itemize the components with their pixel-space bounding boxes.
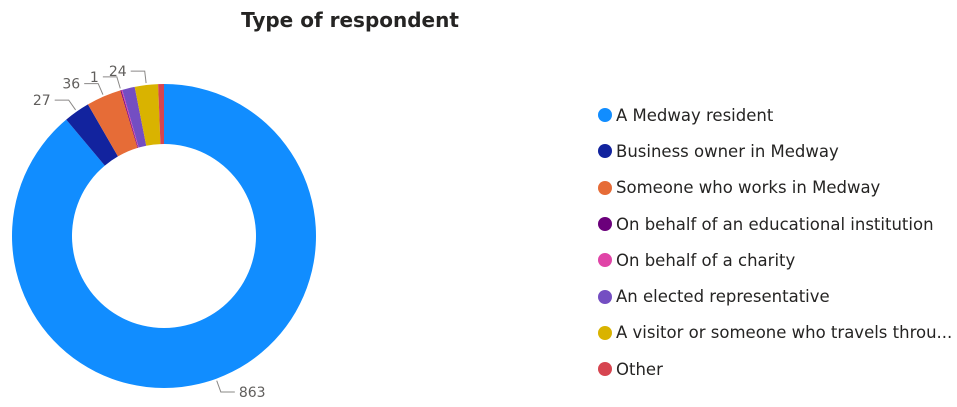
legend-label: An elected representative [616,287,830,307]
legend-label: On behalf of a charity [616,250,796,270]
legend-item-other[interactable]: Other [598,351,952,387]
legend-swatch [598,108,612,123]
legend-swatch [598,362,612,377]
slice-on-behalf-of-a-charity[interactable] [121,89,139,148]
leader-line-on-behalf-of-an-educational-institution [102,76,121,89]
legend-swatch [598,144,612,159]
legend-swatch [598,180,612,195]
legend-swatch [598,289,612,304]
data-label-a-visitor-or-someone-who-travels-throu: 24 [109,64,127,80]
legend-label: Someone who works in Medway [616,178,881,198]
slice-other[interactable] [158,84,164,145]
leader-line-someone-who-works-in-medway [84,83,104,95]
data-label-someone-who-works-in-medway: 36 [62,77,80,93]
legend-label: On behalf of an educational institution [616,214,934,234]
slice-someone-who-works-in-medway[interactable] [87,90,138,157]
slice-a-visitor-or-someone-who-travels-throu[interactable] [134,84,161,146]
legend-item-an-elected-representative[interactable]: An elected representative [598,278,952,314]
legend-label: Other [616,359,663,379]
legend-swatch [598,325,612,340]
legend-item-a-medway-resident[interactable]: A Medway resident [598,97,952,133]
legend-item-a-visitor-or-someone-who-travels-throu[interactable]: A visitor or someone who travels throu..… [598,315,952,351]
legend-label: A visitor or someone who travels throu..… [616,323,953,343]
legend-swatch [598,253,612,268]
chart-title: Type of respondent [241,8,459,32]
leader-line-a-visitor-or-someone-who-travels-throu [130,70,147,84]
slice-a-medway-resident[interactable] [11,84,316,389]
slice-on-behalf-of-an-educational-institution[interactable] [120,90,139,148]
leader-line-business-owner-in-medway [54,99,76,111]
leader-line-a-medway-resident [216,380,235,393]
legend-label: A Medway resident [616,105,774,125]
data-label-a-medway-resident: 863 [239,385,266,401]
legend: A Medway resident Business owner in Medwa… [598,97,952,387]
slice-business-owner-in-medway[interactable] [66,104,118,166]
slice-an-elected-representative[interactable] [122,86,147,148]
data-label-on-behalf-of-an-educational-institution: 1 [90,70,99,86]
data-label-business-owner-in-medway: 27 [33,93,51,109]
legend-item-business-owner-in-medway[interactable]: Business owner in Medway [598,133,952,169]
legend-item-on-behalf-of-a-charity[interactable]: On behalf of a charity [598,242,952,278]
legend-swatch [598,217,612,232]
legend-label: Business owner in Medway [616,141,839,161]
legend-item-on-behalf-of-an-educational-institution[interactable]: On behalf of an educational institution [598,206,952,242]
legend-item-someone-who-works-in-medway[interactable]: Someone who works in Medway [598,170,952,206]
